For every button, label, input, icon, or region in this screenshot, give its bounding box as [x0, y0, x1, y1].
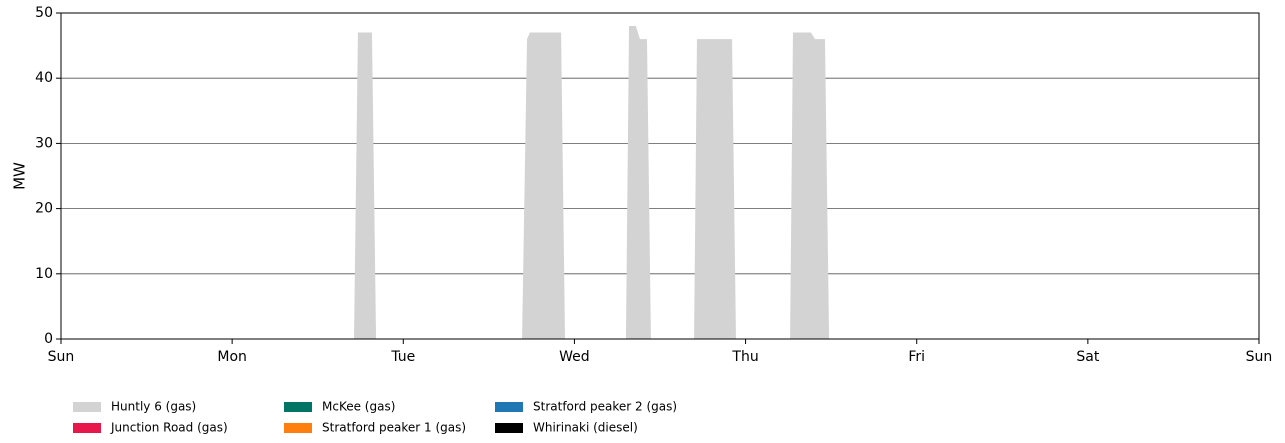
area	[61, 26, 1259, 339]
y-axis-label: MW	[11, 162, 29, 190]
area	[61, 26, 1259, 339]
plot-frame	[60, 12, 1260, 340]
x-tick-label: Wed	[559, 349, 590, 365]
legend-label: Huntly 6 (gas)	[111, 400, 196, 414]
area	[61, 26, 1259, 339]
y-tick-label: 20	[35, 201, 53, 217]
area	[61, 26, 1259, 339]
legend-label: Stratford peaker 2 (gas)	[533, 400, 677, 414]
y-tick-label: 40	[35, 70, 53, 86]
area	[61, 26, 1259, 339]
x-tick-label: Tue	[390, 349, 415, 365]
legend-swatch	[73, 402, 101, 412]
legend-swatch	[284, 402, 312, 412]
legend-swatch	[495, 423, 523, 433]
x-tick-label: Mon	[217, 349, 247, 365]
legend-label: Stratford peaker 1 (gas)	[322, 421, 466, 435]
y-tick-label: 30	[35, 135, 53, 151]
legend-swatch	[284, 423, 312, 433]
y-tick-label: 50	[35, 5, 53, 21]
legend-label: Junction Road (gas)	[110, 421, 228, 435]
y-tick-label: 10	[35, 266, 53, 282]
x-tick-label: Thu	[731, 349, 758, 365]
legend-label: Whirinaki (diesel)	[533, 421, 638, 435]
y-tick-label: 0	[44, 331, 53, 347]
legend-swatch	[495, 402, 523, 412]
legend-swatch	[73, 423, 101, 433]
legend-label: McKee (gas)	[322, 400, 395, 414]
x-tick-label: Sun	[48, 349, 75, 365]
area	[61, 26, 1259, 339]
x-tick-label: Sun	[1246, 349, 1273, 365]
x-tick-label: Fri	[908, 349, 925, 365]
x-tick-label: Sat	[1076, 349, 1099, 365]
